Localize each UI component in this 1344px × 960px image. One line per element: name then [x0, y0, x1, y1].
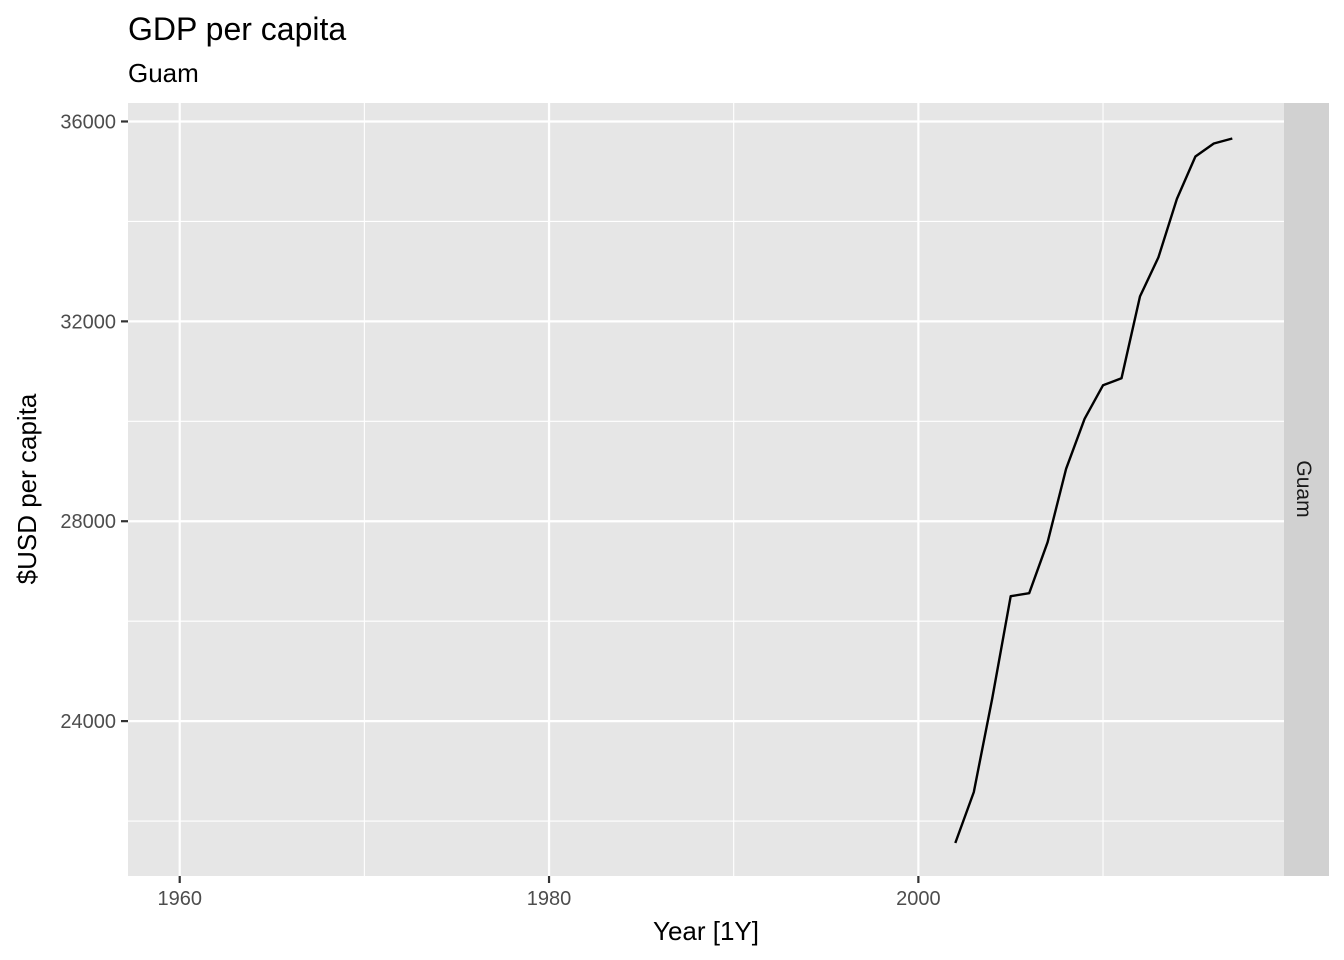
minor-gridlines	[128, 103, 1284, 876]
y-axis-title: $USD per capita	[12, 393, 42, 584]
plot-panel	[128, 103, 1284, 876]
x-axis: 1960 1980 2000	[157, 876, 941, 910]
x-axis-title: Year [1Y]	[653, 916, 759, 946]
x-tick-label: 2000	[896, 888, 941, 910]
series-lines	[954, 137, 1233, 844]
x-tick-label: 1960	[157, 888, 202, 910]
chart-title: GDP per capita	[128, 11, 346, 47]
y-axis: 24000 28000 32000 36000	[60, 111, 128, 733]
x-tick-label: 1980	[527, 888, 572, 910]
y-tick-label: 36000	[60, 111, 116, 133]
gdp-series-line	[954, 137, 1233, 844]
major-gridlines	[128, 103, 1284, 876]
facet-strip-label: Guam	[1292, 460, 1315, 517]
chart-subtitle: Guam	[128, 58, 199, 88]
facet-strip	[1284, 103, 1329, 876]
y-tick-label: 32000	[60, 311, 116, 333]
y-tick-label: 24000	[60, 711, 116, 733]
y-tick-label: 28000	[60, 511, 116, 533]
